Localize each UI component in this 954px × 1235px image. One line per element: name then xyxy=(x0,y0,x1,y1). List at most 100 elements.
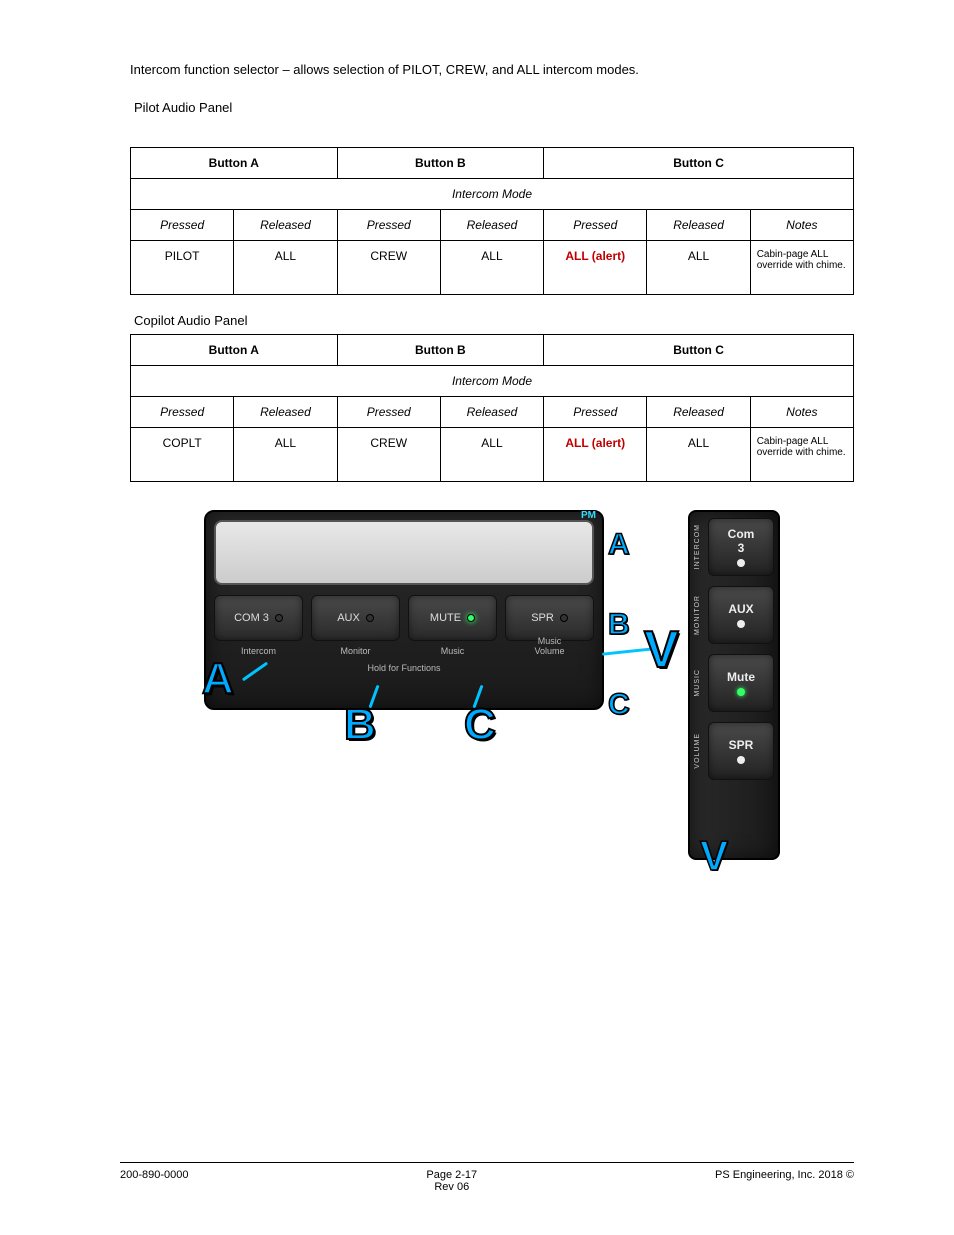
subhead: Pressed xyxy=(337,210,440,241)
copilot-note: Cabin-page ALL override with chime. xyxy=(750,428,853,482)
btn-label: AUX xyxy=(337,612,360,624)
led-icon xyxy=(560,614,568,622)
pilot-table-caption: Pilot Audio Panel xyxy=(134,98,854,118)
horizontal-panel-wrapper: PM COM 3 Intercom AUX Monitor MUTE xyxy=(204,510,604,710)
side-label: VOLUME xyxy=(694,733,708,769)
subhead: Released xyxy=(440,210,543,241)
btn-label: Mute xyxy=(727,670,755,684)
aux-button[interactable]: AUX Monitor xyxy=(311,595,400,641)
subhead: Pressed xyxy=(131,210,234,241)
btn-sublabel: Monitor xyxy=(312,646,399,656)
led-icon xyxy=(737,688,745,696)
com3-button[interactable]: COM 3 Intercom xyxy=(214,595,303,641)
cell: ALL (alert) xyxy=(544,241,647,295)
mute-button[interactable]: MUTE Music xyxy=(408,595,497,641)
cell: COPLT xyxy=(131,428,234,482)
page: Intercom function selector – allows sele… xyxy=(0,0,954,1235)
side-label: MUSIC xyxy=(694,669,708,697)
vbtn-wrap: INTERCOM Com 3 xyxy=(694,518,774,576)
hold-functions-label: Hold for Functions xyxy=(214,663,594,673)
btn-label: COM 3 xyxy=(234,612,269,624)
col-b-header: Button B xyxy=(337,335,544,366)
table-row: Intercom Mode xyxy=(131,366,854,397)
btn-label: MUTE xyxy=(430,612,461,624)
btn-sublabel: Music Volume xyxy=(506,636,593,656)
mode-row-label: Intercom Mode xyxy=(131,366,854,397)
cell: ALL xyxy=(440,241,543,295)
vertical-panel-wrapper: INTERCOM Com 3 MONITOR AUX MUSIC xyxy=(628,510,780,860)
intro-block: Intercom function selector – allows sele… xyxy=(130,60,854,117)
subhead: Released xyxy=(440,397,543,428)
footer-center: Page 2-17 Rev 06 xyxy=(426,1169,477,1193)
mute-button-v[interactable]: Mute xyxy=(708,654,774,712)
col-a-header: Button A xyxy=(131,335,338,366)
col-a-header: Button A xyxy=(131,148,338,179)
side-label: INTERCOM xyxy=(694,524,708,569)
spr-button[interactable]: SPR Music Volume xyxy=(505,595,594,641)
led-icon xyxy=(737,620,745,628)
aux-button-v[interactable]: AUX xyxy=(708,586,774,644)
callout-c-v: C xyxy=(608,688,630,722)
vertical-audio-panel: INTERCOM Com 3 MONITOR AUX MUSIC xyxy=(688,510,780,860)
table-row: Intercom Mode xyxy=(131,179,854,210)
cell: PILOT xyxy=(131,241,234,295)
subhead: Pressed xyxy=(131,397,234,428)
subhead: Released xyxy=(647,210,750,241)
com3-button-v[interactable]: Com 3 xyxy=(708,518,774,576)
btn-label: SPR xyxy=(531,612,554,624)
table-row: Button A Button B Button C xyxy=(131,148,854,179)
vbtn-wrap: VOLUME SPR xyxy=(694,722,774,780)
notes-header: Notes xyxy=(750,397,853,428)
table-row: PILOT ALL CREW ALL ALL (alert) ALL Cabin… xyxy=(131,241,854,295)
cell: ALL xyxy=(647,428,750,482)
cell: ALL xyxy=(234,241,337,295)
table-row: Pressed Released Pressed Released Presse… xyxy=(131,210,854,241)
pilot-note: Cabin-page ALL override with chime. xyxy=(750,241,853,295)
btn-sublabel: Music xyxy=(409,646,496,656)
footer-left: 200-890-0000 xyxy=(120,1169,189,1193)
callout-b-v: B xyxy=(608,608,630,642)
vbtn-wrap: MUSIC Mute xyxy=(694,654,774,712)
copilot-intercom-table: Button A Button B Button C Intercom Mode… xyxy=(130,334,854,482)
cell: ALL xyxy=(234,428,337,482)
table-row: COPLT ALL CREW ALL ALL (alert) ALL Cabin… xyxy=(131,428,854,482)
figures-row: PM COM 3 Intercom AUX Monitor MUTE xyxy=(130,510,854,860)
subhead: Pressed xyxy=(544,397,647,428)
cell: CREW xyxy=(337,241,440,295)
cell: ALL xyxy=(440,428,543,482)
button-row: COM 3 Intercom AUX Monitor MUTE Music xyxy=(214,595,594,641)
callout-a: A xyxy=(202,654,234,704)
notes-header: Notes xyxy=(750,210,853,241)
col-c-header: Button C xyxy=(544,148,854,179)
lcd-display xyxy=(214,520,594,585)
subhead: Released xyxy=(234,397,337,428)
callout-v-v: V xyxy=(700,832,728,880)
page-footer: 200-890-0000 Page 2-17 Rev 06 PS Enginee… xyxy=(120,1162,854,1193)
pilot-intercom-table: Button A Button B Button C Intercom Mode… xyxy=(130,147,854,295)
table-row: Button A Button B Button C xyxy=(131,335,854,366)
cell: CREW xyxy=(337,428,440,482)
horizontal-audio-panel: PM COM 3 Intercom AUX Monitor MUTE xyxy=(204,510,604,710)
cell: ALL xyxy=(647,241,750,295)
led-icon xyxy=(737,559,745,567)
vbtn-wrap: MONITOR AUX xyxy=(694,586,774,644)
led-icon xyxy=(737,756,745,764)
spr-button-v[interactable]: SPR xyxy=(708,722,774,780)
callout-c: C xyxy=(464,700,496,750)
callout-a-v: A xyxy=(608,528,630,562)
btn-label: AUX xyxy=(728,602,753,616)
cell: ALL (alert) xyxy=(544,428,647,482)
subhead: Released xyxy=(647,397,750,428)
copilot-table-caption: Copilot Audio Panel xyxy=(134,313,854,328)
led-icon xyxy=(366,614,374,622)
callout-v: V xyxy=(644,620,679,680)
subhead: Pressed xyxy=(337,397,440,428)
intro-line-1: Intercom function selector – allows sele… xyxy=(130,60,854,80)
col-c-header: Button C xyxy=(544,335,854,366)
led-icon xyxy=(467,614,475,622)
table-row: Pressed Released Pressed Released Presse… xyxy=(131,397,854,428)
subhead: Released xyxy=(234,210,337,241)
callout-b: B xyxy=(344,700,376,750)
subhead: Pressed xyxy=(544,210,647,241)
mode-row-label: Intercom Mode xyxy=(131,179,854,210)
